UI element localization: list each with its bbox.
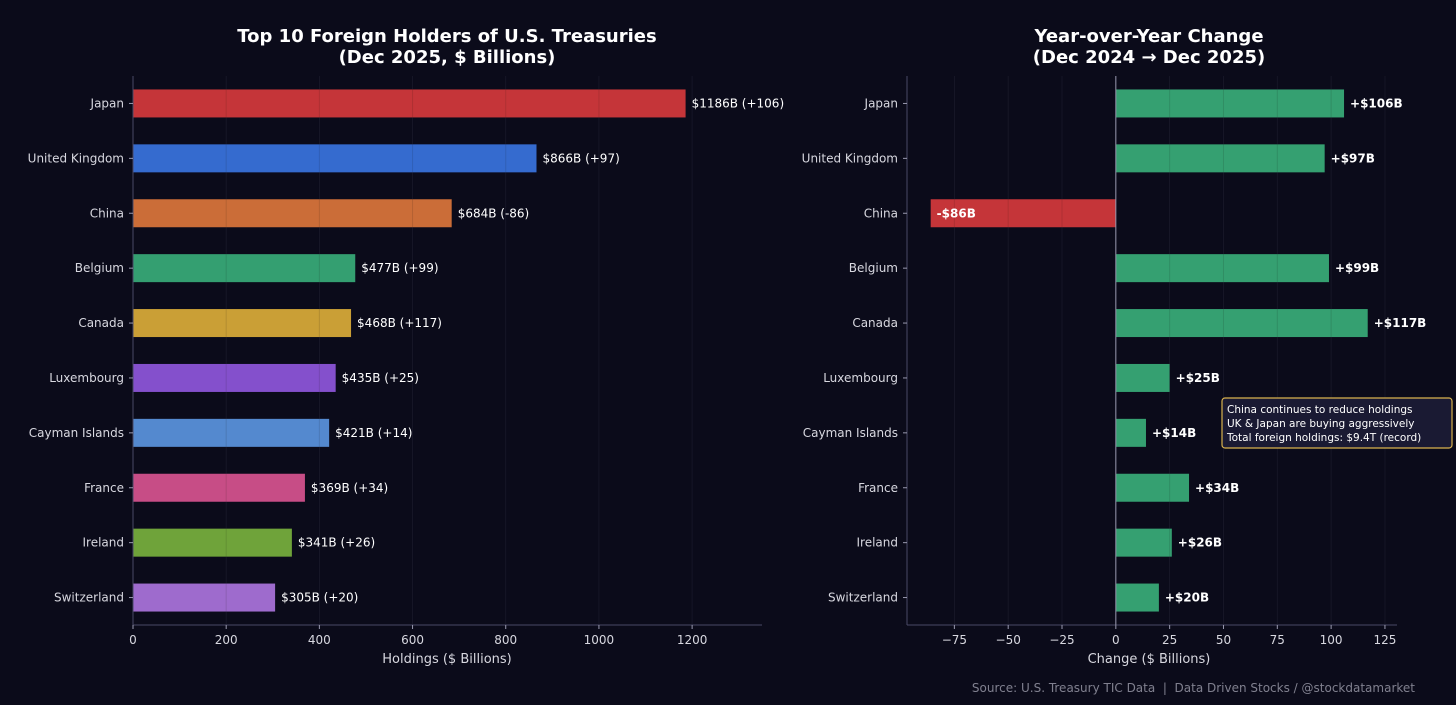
x-tick-label: 75 (1270, 633, 1285, 647)
x-tick-label: −75 (942, 633, 967, 647)
x-tick-label: 1200 (677, 633, 708, 647)
bar-france (1115, 473, 1190, 502)
x-tick-label: 0 (1112, 633, 1120, 647)
bar-united-kingdom (133, 144, 537, 173)
x-tick-label: 800 (494, 633, 517, 647)
bar-ireland (1115, 528, 1172, 557)
bar-ireland (133, 528, 292, 557)
left-chart-title: Top 10 Foreign Holders of U.S. Treasurie… (237, 26, 656, 47)
bar-canada (133, 309, 352, 338)
category-tick-label: Ireland (82, 536, 124, 550)
data-label: +$14B (1152, 426, 1196, 440)
category-tick-label: Ireland (856, 536, 898, 550)
x-tick-label: 200 (215, 633, 238, 647)
bar-france (133, 473, 305, 502)
source-note: Source: U.S. Treasury TIC Data | Data Dr… (972, 681, 1415, 695)
data-label: +$34B (1195, 481, 1239, 495)
data-label: +$106B (1350, 96, 1403, 110)
bar-luxembourg (133, 363, 336, 392)
category-tick-label: Luxembourg (823, 371, 898, 385)
category-tick-label: Cayman Islands (803, 426, 898, 440)
annotation-background (1221, 397, 1453, 449)
x-tick-label: −50 (996, 633, 1021, 647)
category-tick-label: China (864, 206, 898, 220)
bar-switzerland (1115, 583, 1159, 612)
bar-switzerland (133, 583, 276, 612)
bar-china (930, 199, 1116, 228)
data-label: +$26B (1178, 536, 1222, 550)
category-tick-label: Japan (864, 96, 898, 110)
x-tick-label: 1000 (584, 633, 615, 647)
category-tick-label: Japan (90, 96, 124, 110)
data-label: $684B (-86) (458, 206, 530, 220)
right-x-axis-label: Change ($ Billions) (1088, 652, 1211, 667)
category-tick-label: United Kingdom (28, 151, 124, 165)
data-label: $305B (+20) (281, 591, 358, 605)
right-chart-title: Year-over-Year Change (1033, 26, 1263, 47)
x-tick-label: 0 (129, 633, 137, 647)
data-label: $421B (+14) (335, 426, 412, 440)
bar-cayman-islands (133, 418, 330, 447)
data-label: +$20B (1165, 591, 1209, 605)
data-label: +$97B (1331, 151, 1375, 165)
x-tick-label: −25 (1049, 633, 1074, 647)
category-tick-label: Canada (78, 316, 124, 330)
data-label: -$86B (937, 206, 976, 220)
data-label: +$117B (1374, 316, 1427, 330)
x-tick-label: 600 (401, 633, 424, 647)
category-tick-label: Luxembourg (49, 371, 124, 385)
category-tick-label: France (858, 481, 898, 495)
x-tick-label: 100 (1320, 633, 1343, 647)
bar-cayman-islands (1115, 418, 1146, 447)
category-tick-label: France (84, 481, 124, 495)
left-x-axis-label: Holdings ($ Billions) (382, 652, 511, 667)
annotation-line: China continues to reduce holdings (1227, 404, 1412, 416)
category-tick-label: Belgium (849, 261, 898, 275)
bar-japan (1115, 89, 1345, 118)
data-label: $468B (+117) (357, 316, 442, 330)
data-label: $369B (+34) (311, 481, 388, 495)
category-tick-label: Canada (852, 316, 898, 330)
data-label: +$25B (1176, 371, 1220, 385)
x-tick-label: 25 (1162, 633, 1177, 647)
data-label: $1186B (+106) (692, 96, 785, 110)
category-tick-label: United Kingdom (802, 151, 898, 165)
annotation-box: China continues to reduce holdings UK & J… (1221, 397, 1453, 449)
x-tick-label: 400 (308, 633, 331, 647)
data-label: +$99B (1335, 261, 1379, 275)
category-tick-label: Cayman Islands (29, 426, 124, 440)
bar-canada (1115, 309, 1368, 338)
data-label: $341B (+26) (298, 536, 375, 550)
bar-luxembourg (1115, 363, 1170, 392)
data-label: $477B (+99) (361, 261, 438, 275)
bar-japan (133, 89, 686, 118)
annotation-line: Total foreign holdings: $9.4T (record) (1226, 432, 1421, 444)
category-tick-label: Switzerland (828, 591, 898, 605)
category-tick-label: China (90, 206, 124, 220)
bar-belgium (133, 254, 356, 283)
x-tick-label: 50 (1216, 633, 1231, 647)
left-chart-subtitle: (Dec 2025, $ Billions) (339, 47, 556, 68)
category-tick-label: Belgium (75, 261, 124, 275)
category-tick-label: Switzerland (54, 591, 124, 605)
data-label: $866B (+97) (542, 151, 619, 165)
bar-belgium (1115, 254, 1329, 283)
bar-united-kingdom (1115, 144, 1325, 173)
data-label: $435B (+25) (342, 371, 419, 385)
bar-china (133, 199, 452, 228)
right-chart-subtitle: (Dec 2024 → Dec 2025) (1033, 47, 1265, 68)
x-tick-label: 125 (1373, 633, 1396, 647)
annotation-line: UK & Japan are buying aggressively (1227, 418, 1414, 430)
